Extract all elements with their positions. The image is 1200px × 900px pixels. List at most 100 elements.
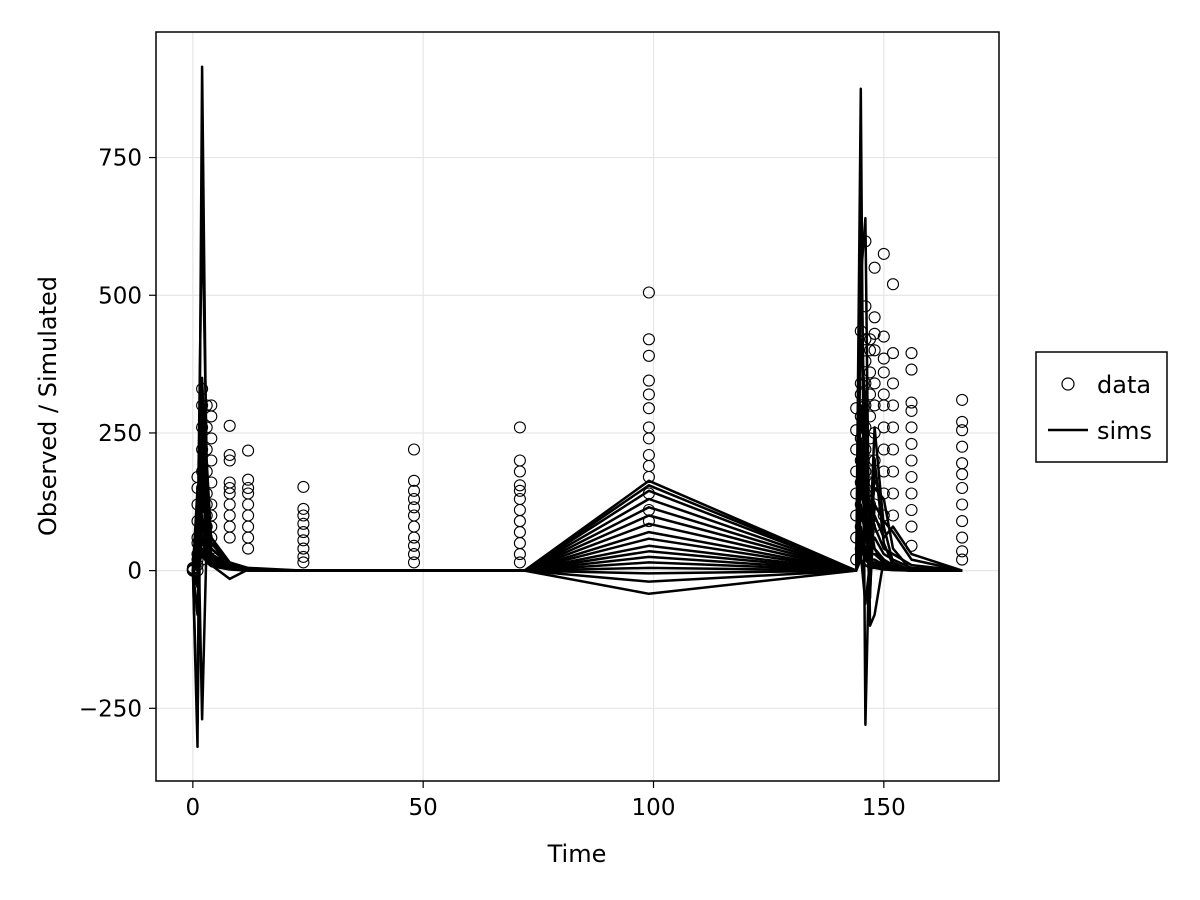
x-axis-title: Time xyxy=(547,840,607,868)
data-point xyxy=(513,484,526,497)
data-point xyxy=(196,382,209,395)
data-point xyxy=(642,333,655,346)
y-tick-label: 500 xyxy=(98,283,142,309)
data-point xyxy=(905,347,918,360)
data-point xyxy=(196,509,209,522)
legend: data sims xyxy=(1035,351,1168,463)
x-tick-label: 100 xyxy=(632,795,676,821)
data-point xyxy=(956,531,969,544)
data-point xyxy=(877,247,890,260)
data-point xyxy=(877,443,890,456)
data-point xyxy=(868,399,881,412)
data-point xyxy=(407,443,421,456)
data-point xyxy=(850,465,863,478)
data-point xyxy=(863,476,877,489)
data-point xyxy=(859,443,872,456)
data-point xyxy=(868,327,881,340)
data-series xyxy=(186,235,969,577)
data-point xyxy=(242,531,255,544)
data-point xyxy=(196,531,209,544)
legend-box xyxy=(1035,351,1168,463)
data-point xyxy=(223,498,236,511)
data-point xyxy=(223,419,236,432)
data-point xyxy=(956,553,969,566)
data-point xyxy=(877,352,890,365)
data-point xyxy=(642,421,655,434)
x-tick-label: 50 xyxy=(409,795,438,821)
data-point xyxy=(854,454,867,467)
data-point xyxy=(905,539,918,552)
data-point xyxy=(863,388,877,401)
data-point xyxy=(242,498,255,511)
data-point xyxy=(407,484,421,497)
data-point xyxy=(242,444,255,457)
data-point xyxy=(859,399,872,412)
data-point xyxy=(196,421,209,434)
data-point xyxy=(513,454,526,467)
y-axis-title: Observed / Simulated xyxy=(34,276,62,536)
data-point xyxy=(407,556,421,569)
data-point xyxy=(407,520,421,533)
data-point xyxy=(956,481,969,495)
data-point xyxy=(886,347,900,360)
data-point xyxy=(242,509,255,522)
data-point xyxy=(868,454,881,467)
data-point xyxy=(242,481,255,495)
data-point xyxy=(513,556,526,569)
data-point xyxy=(407,492,421,506)
data-point xyxy=(642,448,655,462)
data-point xyxy=(196,443,209,456)
grid xyxy=(156,32,999,781)
data-point xyxy=(223,476,236,489)
data-point xyxy=(956,440,969,453)
data-point xyxy=(956,393,969,406)
data-point xyxy=(196,465,209,478)
data-point xyxy=(956,457,969,470)
data-point xyxy=(877,509,890,522)
data-point xyxy=(854,542,867,555)
data-point xyxy=(205,509,218,522)
data-point xyxy=(407,509,421,522)
data-point xyxy=(956,498,969,511)
x-tick-label: 0 xyxy=(186,795,201,821)
data-point xyxy=(242,473,255,486)
data-point xyxy=(297,502,310,515)
axes-ticks: 0 50 100 150 −250 0 250 500 750 xyxy=(79,146,906,821)
data-point xyxy=(863,520,877,533)
legend-sims-label: sims xyxy=(1097,417,1152,445)
data-point xyxy=(297,509,310,522)
data-point xyxy=(886,399,900,412)
data-point xyxy=(200,520,213,533)
sim-line xyxy=(191,65,963,749)
data-point xyxy=(854,476,867,489)
data-point xyxy=(513,537,526,550)
data-point xyxy=(297,542,310,555)
data-point xyxy=(200,421,213,434)
data-point xyxy=(863,410,877,423)
data-point xyxy=(297,517,310,530)
data-point xyxy=(513,465,526,478)
data-point xyxy=(223,509,236,522)
data-point xyxy=(242,520,255,533)
data-point xyxy=(886,278,900,291)
data-point xyxy=(905,470,918,484)
data-point xyxy=(854,498,867,511)
data-point xyxy=(513,526,526,539)
legend-data-marker xyxy=(1061,377,1075,391)
data-point xyxy=(877,421,890,434)
data-point xyxy=(886,487,900,500)
data-point xyxy=(850,509,863,522)
data-point xyxy=(642,503,655,517)
x-tick-label: 150 xyxy=(862,795,906,821)
data-point xyxy=(223,481,236,495)
data-point xyxy=(905,421,918,434)
data-point xyxy=(205,476,218,489)
y-tick-label: −250 xyxy=(79,696,142,722)
data-point xyxy=(297,556,310,569)
data-point xyxy=(905,363,918,376)
data-point xyxy=(205,432,218,445)
data-point xyxy=(905,487,918,500)
data-point xyxy=(956,545,969,558)
data-point xyxy=(205,454,218,467)
data-point xyxy=(877,330,890,343)
